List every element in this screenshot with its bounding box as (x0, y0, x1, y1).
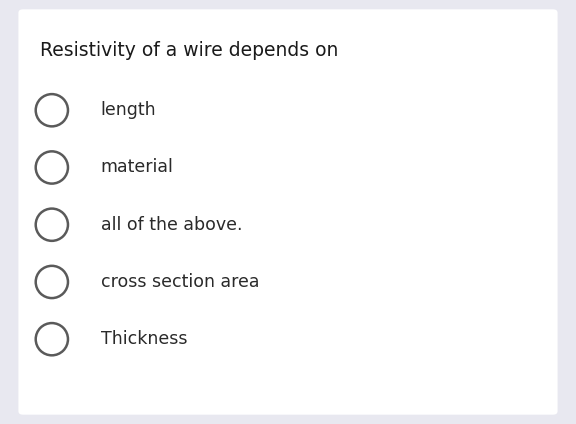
Text: Thickness: Thickness (101, 330, 187, 348)
Text: Resistivity of a wire depends on: Resistivity of a wire depends on (40, 42, 339, 60)
FancyBboxPatch shape (18, 9, 558, 415)
Ellipse shape (36, 151, 68, 184)
Text: material: material (101, 159, 174, 176)
Text: all of the above.: all of the above. (101, 216, 242, 234)
Ellipse shape (36, 209, 68, 241)
Ellipse shape (36, 266, 68, 298)
Ellipse shape (36, 323, 68, 355)
Ellipse shape (36, 94, 68, 126)
Text: cross section area: cross section area (101, 273, 259, 291)
Text: length: length (101, 101, 157, 119)
